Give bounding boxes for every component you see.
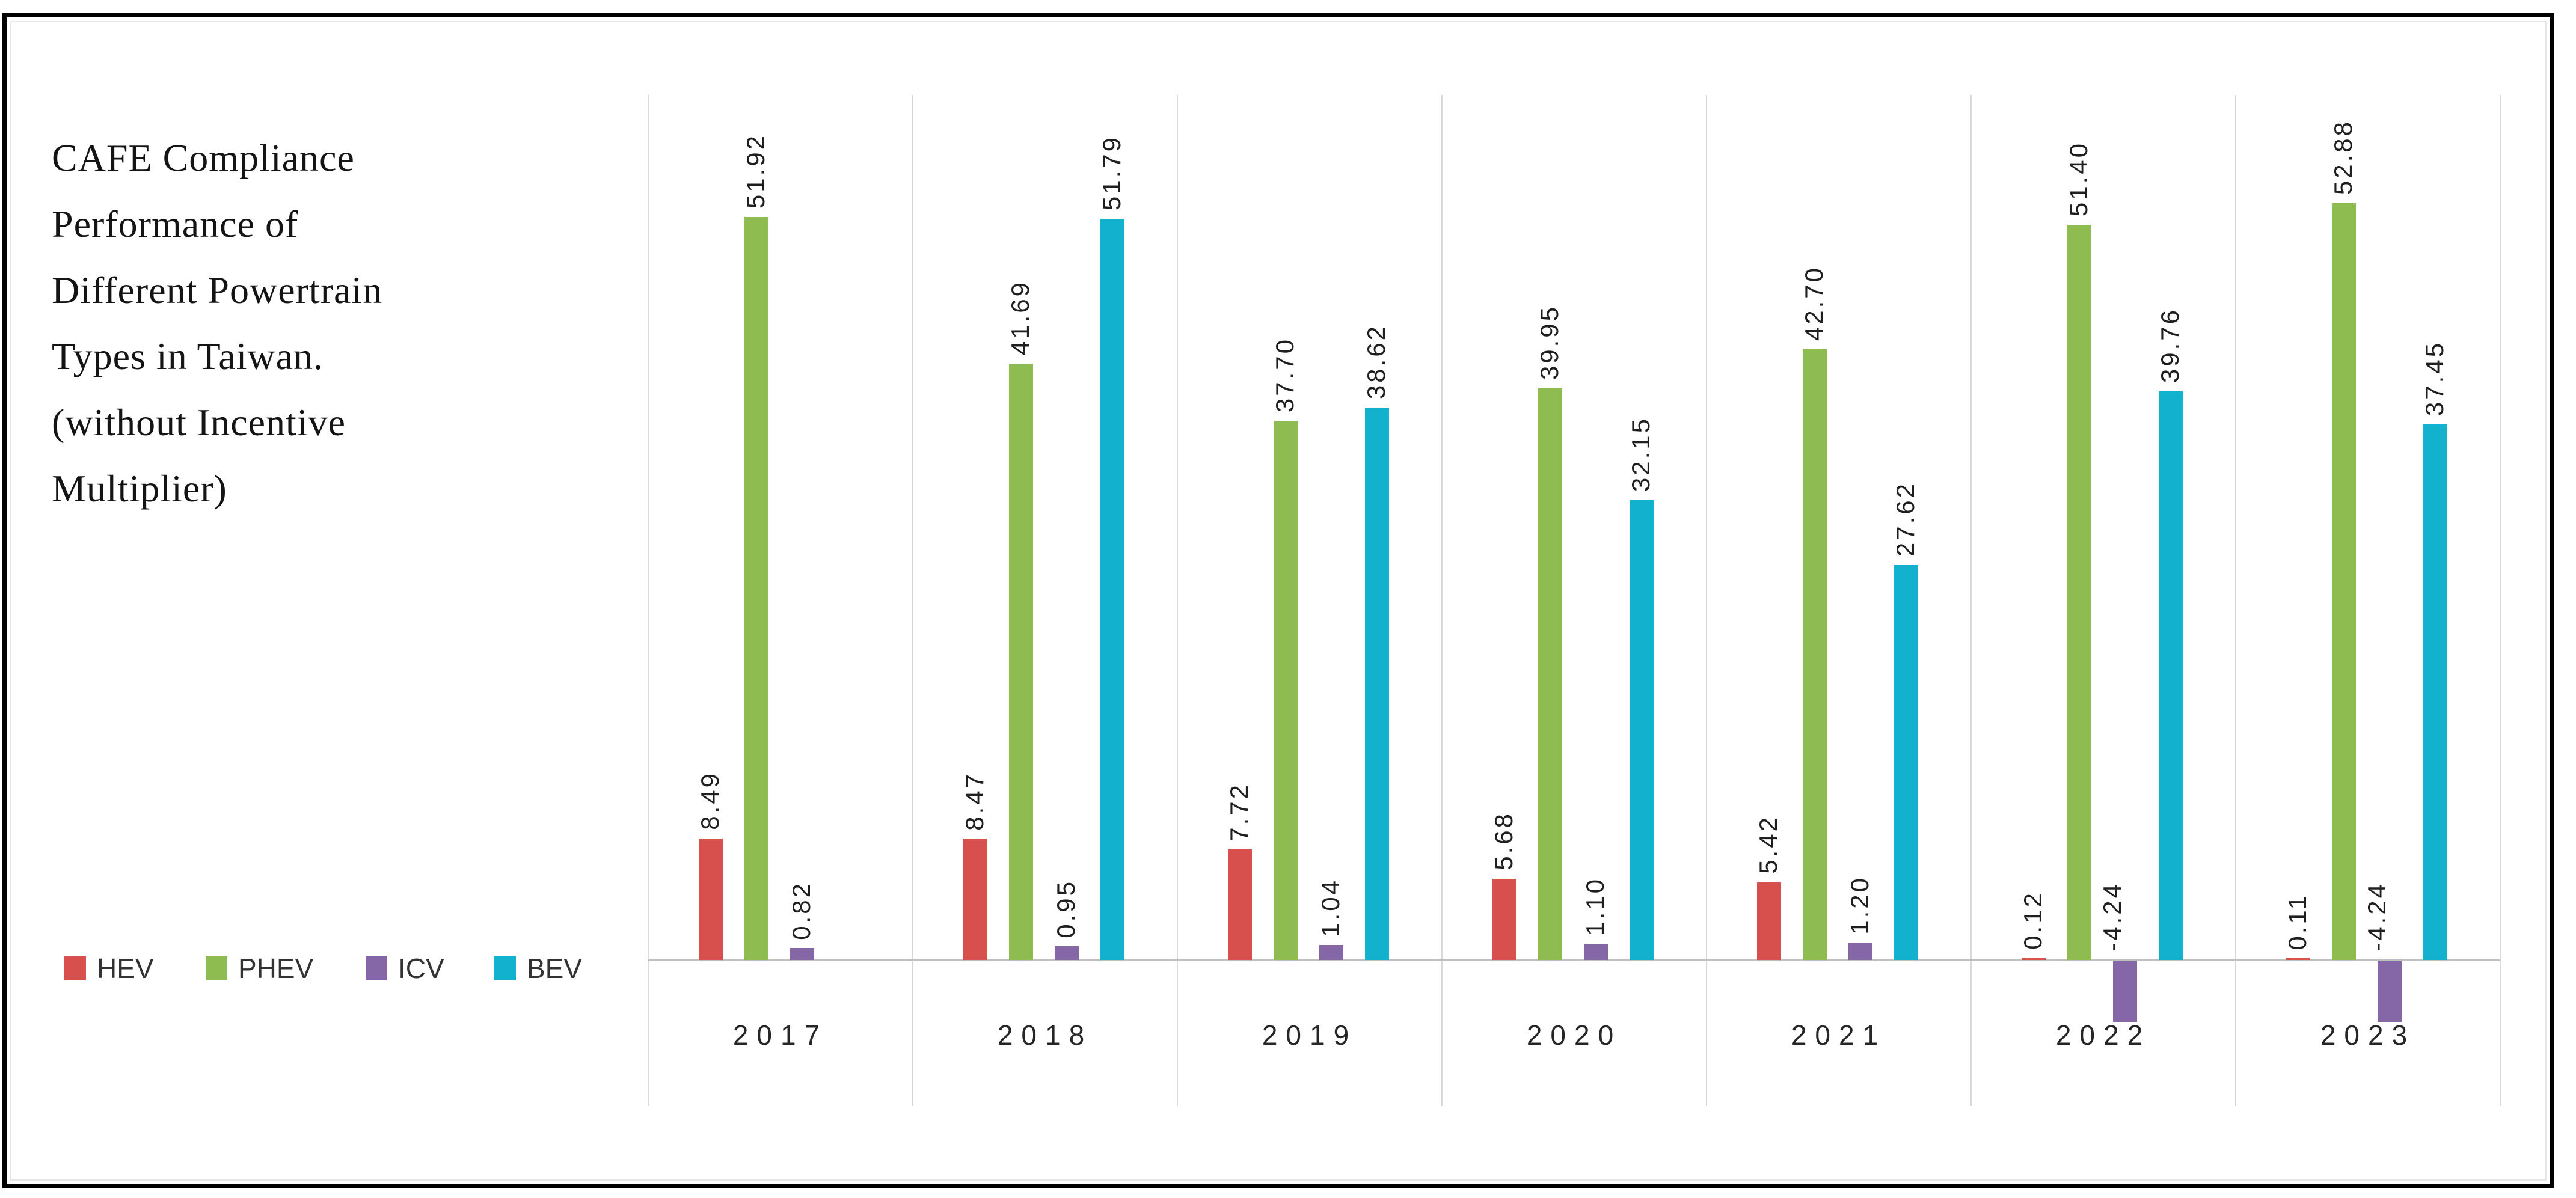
legend-label-hev: HEV [97,953,154,984]
value-label-hev-2019: 7.72 [1225,782,1253,842]
value-label-bev-2019: 38.62 [1362,323,1390,399]
bar-hev-2018 [963,839,987,960]
chart-title-line: Different Powertrain [52,269,383,311]
chart-title-line: Types in Taiwan. [52,335,324,377]
value-label-hev-2023: 0.11 [2283,893,2311,950]
bar-bev-2019 [1365,407,1389,960]
x-axis-category-label: 2021 [1791,1019,1887,1051]
bar-icv-2018 [1055,946,1079,960]
bar-hev-2022 [2022,958,2046,960]
value-label-icv-2020: 1.10 [1581,877,1609,936]
value-label-bev-2020: 32.15 [1627,416,1655,492]
value-label-icv-2017: 0.82 [787,881,815,940]
value-label-hev-2018: 8.47 [960,771,989,831]
chart-title-line: (without Incentive [52,401,346,444]
bar-bev-2021 [1894,564,1918,960]
bar-phev-2019 [1274,420,1298,960]
x-axis-category-label: 2022 [2055,1019,2151,1051]
value-label-icv-2022: -4.24 [2098,882,2126,952]
chart-title-line: CAFE Compliance [52,136,355,179]
value-label-bev-2022: 39.76 [2156,307,2184,383]
value-label-icv-2023: -4.24 [2363,882,2391,952]
vertical-gridline [1970,95,1972,1106]
vertical-gridline [912,95,913,1106]
bar-bev-2018 [1100,219,1124,960]
chart-frame [10,21,2547,1181]
value-label-phev-2019: 37.70 [1271,337,1299,412]
bar-bev-2023 [2423,424,2447,960]
value-label-bev-2023: 37.45 [2420,340,2449,416]
x-axis-category-label: 2019 [1262,1019,1358,1051]
bar-hev-2017 [699,838,723,960]
chart-title: CAFE Compliance Performance of Different P… [52,125,382,522]
vertical-gridline [648,95,649,1106]
value-label-bev-2021: 27.62 [1891,481,1919,557]
x-axis-category-label: 2020 [1526,1019,1622,1051]
bar-icv-2022 [2113,961,2137,1022]
value-label-phev-2022: 51.40 [2064,141,2093,216]
bar-icv-2017 [790,948,814,960]
value-label-phev-2023: 52.88 [2329,120,2357,195]
legend-swatch-phev [206,956,227,980]
legend-item-phev: PHEV [206,955,313,982]
outer-border [2,13,2554,1188]
x-axis-category-label: 2023 [2320,1019,2416,1051]
bar-phev-2021 [1803,349,1827,960]
bar-icv-2020 [1584,944,1608,960]
value-label-phev-2018: 41.69 [1006,280,1034,355]
bar-phev-2023 [2332,203,2356,960]
vertical-gridline [1706,95,1707,1106]
value-label-icv-2019: 1.04 [1316,878,1345,937]
bar-icv-2023 [2378,961,2402,1022]
x-axis-category-label: 2018 [997,1019,1093,1051]
vertical-gridline [2500,95,2501,1106]
legend-label-bev: BEV [527,953,583,984]
bar-hev-2019 [1228,849,1252,960]
bar-hev-2020 [1492,878,1516,960]
legend-label-icv: ICV [398,953,444,984]
bar-phev-2017 [744,217,768,960]
value-label-hev-2022: 0.12 [2019,891,2047,950]
legend-swatch-bev [494,956,516,980]
chart-title-line: Performance of [52,203,299,245]
bar-bev-2022 [2159,391,2183,960]
bar-phev-2020 [1538,388,1562,960]
legend-item-bev: BEV [494,955,582,982]
legend-swatch-icv [366,956,387,980]
value-label-hev-2017: 8.49 [696,771,724,830]
value-label-bev-2018: 51.79 [1097,135,1126,211]
value-label-phev-2021: 42.70 [1800,265,1828,341]
bar-phev-2022 [2067,224,2091,960]
x-axis-line [648,959,2500,961]
value-label-phev-2017: 51.92 [741,133,770,209]
legend-label-phev: PHEV [238,953,314,984]
value-label-icv-2021: 1.20 [1845,875,1874,935]
bar-icv-2021 [1848,943,1872,960]
value-label-icv-2018: 0.95 [1052,879,1080,938]
bar-bev-2020 [1630,500,1654,960]
x-axis-category-label: 2017 [732,1019,829,1051]
bar-hev-2023 [2286,958,2310,960]
legend-swatch-hev [64,956,86,980]
legend-item-icv: ICV [366,955,444,982]
chart-title-line: Multiplier) [52,467,227,510]
bar-hev-2021 [1757,882,1781,960]
vertical-gridline [1177,95,1178,1106]
vertical-gridline [2235,95,2236,1106]
bar-phev-2018 [1009,363,1033,960]
legend-item-hev: HEV [64,955,154,982]
value-label-phev-2020: 39.95 [1535,305,1563,380]
bar-icv-2019 [1319,945,1343,960]
vertical-gridline [1441,95,1443,1106]
value-label-hev-2020: 5.68 [1489,811,1518,870]
value-label-hev-2021: 5.42 [1754,815,1782,875]
